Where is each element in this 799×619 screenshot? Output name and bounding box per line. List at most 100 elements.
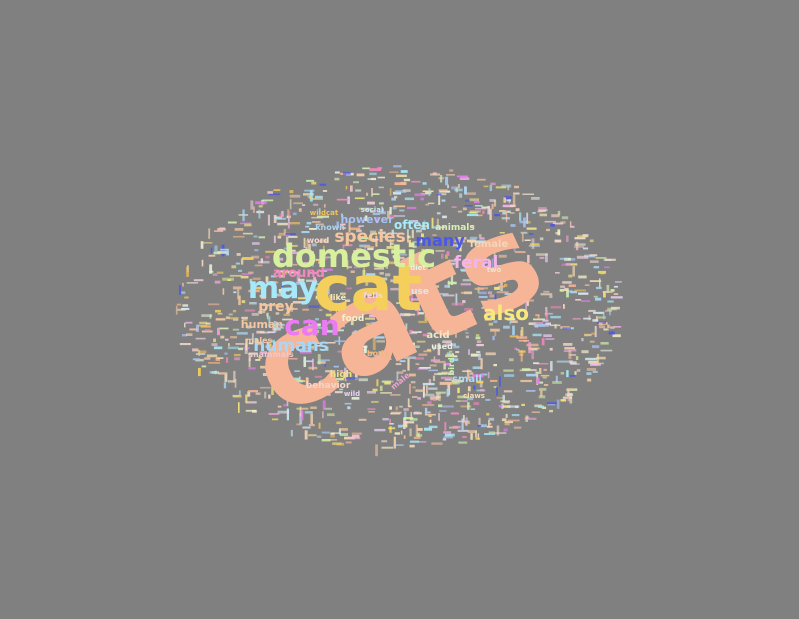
- speckle-mark: [240, 222, 252, 225]
- speckle-mark: [262, 199, 274, 202]
- speckle-mark: [248, 271, 254, 274]
- speckle-mark: [401, 345, 407, 348]
- speckle-mark: [389, 418, 391, 424]
- speckle-mark: [505, 210, 511, 213]
- speckle-mark: [227, 221, 237, 224]
- speckle-mark: [508, 305, 513, 308]
- speckle-mark: [316, 283, 321, 285]
- speckle-mark: [445, 362, 451, 366]
- small-words-layer: [175, 165, 623, 457]
- speckle-mark: [336, 442, 345, 446]
- speckle-mark: [232, 328, 240, 331]
- speckle-mark: [488, 267, 500, 271]
- speckle-mark: [311, 181, 317, 185]
- speckle-mark: [319, 309, 323, 312]
- speckle-mark: [351, 332, 356, 335]
- speckle-mark: [302, 426, 311, 429]
- speckle-mark: [285, 233, 296, 235]
- speckle-mark: [286, 305, 289, 313]
- speckle-mark: [270, 275, 278, 278]
- speckle-mark: [528, 244, 540, 247]
- speckle-mark: [576, 369, 581, 372]
- speckle-mark: [352, 331, 357, 334]
- word-males: males: [246, 336, 273, 345]
- speckle-mark: [330, 435, 335, 438]
- speckle-mark: [426, 385, 428, 394]
- speckle-mark: [299, 413, 303, 425]
- speckle-mark: [397, 371, 404, 374]
- speckle-mark: [306, 179, 315, 182]
- speckle-mark: [542, 319, 549, 322]
- speckle-mark: [477, 433, 480, 440]
- speckle-mark: [526, 373, 538, 377]
- speckle-mark: [204, 357, 211, 360]
- speckle-mark: [396, 252, 400, 258]
- speckle-mark: [467, 397, 474, 401]
- speckle-mark: [586, 372, 592, 375]
- speckle-mark: [372, 212, 380, 216]
- speckle-mark: [372, 338, 376, 351]
- speckle-mark: [244, 223, 252, 227]
- speckle-mark: [583, 317, 592, 320]
- speckle-mark: [562, 396, 572, 399]
- speckle-mark: [493, 251, 496, 261]
- speckle-mark: [485, 398, 491, 401]
- speckle-mark: [403, 178, 411, 182]
- speckle-mark: [447, 281, 457, 285]
- word-female: female: [470, 239, 509, 250]
- speckle-mark: [274, 217, 287, 220]
- speckle-mark: [538, 209, 548, 212]
- speckle-mark: [508, 199, 511, 204]
- speckle-mark: [234, 228, 244, 231]
- speckle-mark: [482, 259, 488, 262]
- speckle-mark: [467, 402, 470, 410]
- speckle-mark: [287, 271, 293, 274]
- speckle-mark: [513, 244, 516, 253]
- speckle-mark: [398, 290, 401, 299]
- speckle-mark: [399, 360, 406, 363]
- speckle-mark: [393, 165, 402, 168]
- speckle-mark: [345, 441, 352, 444]
- speckle-mark: [220, 248, 229, 251]
- speckle-mark: [451, 244, 463, 247]
- speckle-mark: [360, 349, 366, 351]
- speckle-mark: [346, 287, 352, 290]
- speckle-mark: [496, 386, 498, 396]
- speckle-mark: [445, 254, 448, 259]
- speckle-mark: [198, 367, 201, 377]
- speckle-mark: [217, 327, 220, 336]
- speckle-mark: [565, 263, 578, 266]
- speckle-mark: [520, 379, 533, 383]
- speckle-mark: [277, 405, 282, 408]
- speckle-mark: [341, 213, 343, 218]
- speckle-mark: [443, 363, 446, 370]
- speckle-mark: [330, 294, 333, 304]
- speckle-mark: [499, 376, 501, 387]
- speckle-mark: [292, 335, 300, 338]
- speckle-mark: [543, 384, 549, 386]
- speckle-mark: [298, 208, 302, 212]
- speckle-mark: [222, 288, 225, 295]
- speckle-mark: [510, 224, 516, 227]
- speckle-mark: [319, 270, 328, 272]
- speckle-mark: [318, 208, 321, 214]
- speckle-mark: [442, 294, 455, 297]
- speckle-mark: [258, 236, 266, 239]
- speckle-mark: [251, 312, 259, 316]
- speckle-mark: [445, 190, 451, 193]
- speckle-mark: [211, 343, 218, 347]
- speckle-mark: [478, 354, 481, 361]
- word-two: two: [487, 266, 502, 274]
- speckle-mark: [582, 234, 589, 237]
- speckle-mark: [415, 434, 423, 437]
- word-however: however: [340, 213, 394, 226]
- speckle-mark: [320, 281, 323, 291]
- speckle-mark: [325, 313, 332, 317]
- speckle-mark: [555, 272, 560, 274]
- speckle-mark: [430, 359, 440, 362]
- speckle-mark: [377, 166, 383, 170]
- speckle-mark: [301, 410, 304, 421]
- speckle-mark: [409, 329, 413, 332]
- speckle-mark: [592, 319, 599, 322]
- speckle-mark: [404, 421, 408, 428]
